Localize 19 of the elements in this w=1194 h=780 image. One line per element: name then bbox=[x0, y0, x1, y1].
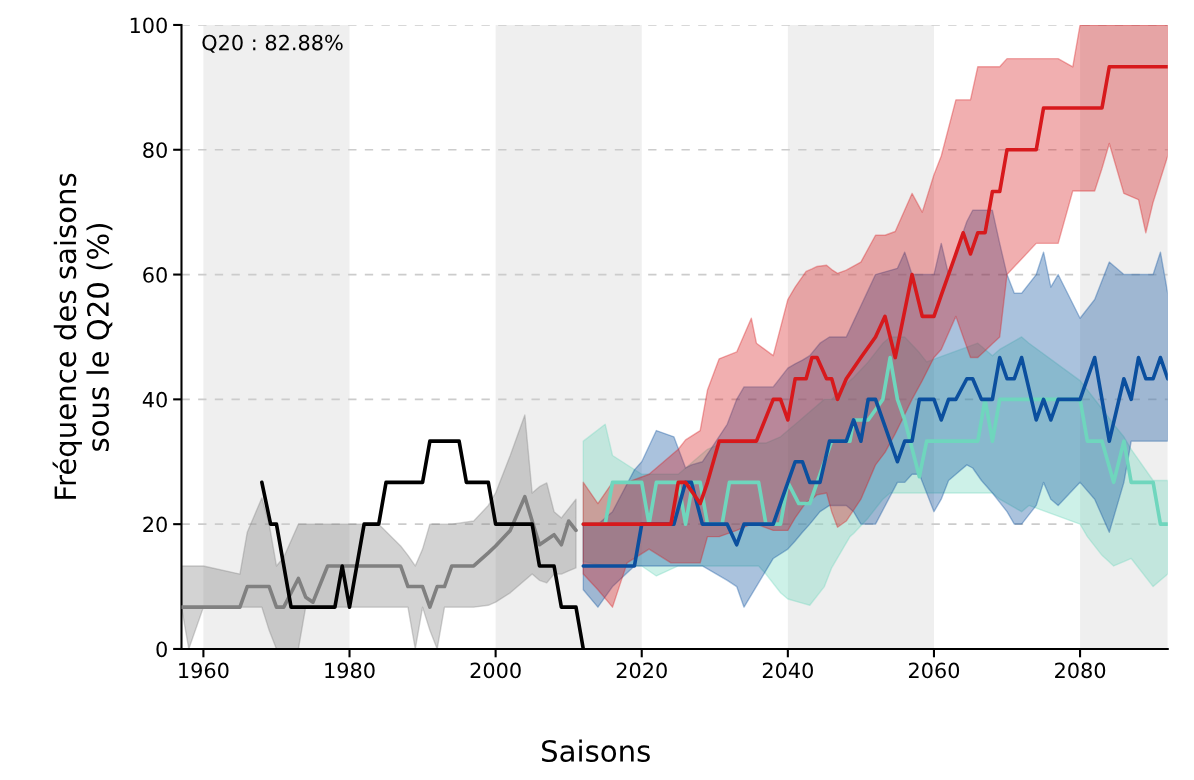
y-axis-title: Fréquence des saisons sous le Q20 (%) bbox=[52, 173, 113, 499]
x-tick-label: 2080 bbox=[1055, 662, 1106, 679]
x-tick-label: 2040 bbox=[762, 662, 813, 679]
x-tick-label: 2020 bbox=[616, 662, 667, 679]
y-tick-label: 20 bbox=[143, 516, 167, 533]
line-series bbox=[581, 64, 1168, 526]
y-tick-label: 0 bbox=[156, 641, 167, 658]
y-tick-label: 100 bbox=[130, 17, 167, 34]
line-series bbox=[581, 355, 1168, 568]
y-tick-label: 40 bbox=[142, 391, 167, 408]
x-tick-label: 1960 bbox=[179, 662, 229, 679]
x-axis-title: Saisons bbox=[542, 739, 650, 763]
x-tick-label: 2000 bbox=[470, 662, 521, 679]
line-series bbox=[181, 494, 578, 609]
y-tick-label: 80 bbox=[143, 142, 167, 158]
y-tick-label: 60 bbox=[143, 267, 167, 283]
x-tick-label: 1980 bbox=[325, 662, 375, 679]
annotation: Q20 : 82.88% bbox=[202, 34, 343, 53]
x-tick-label: 2060 bbox=[908, 662, 960, 679]
